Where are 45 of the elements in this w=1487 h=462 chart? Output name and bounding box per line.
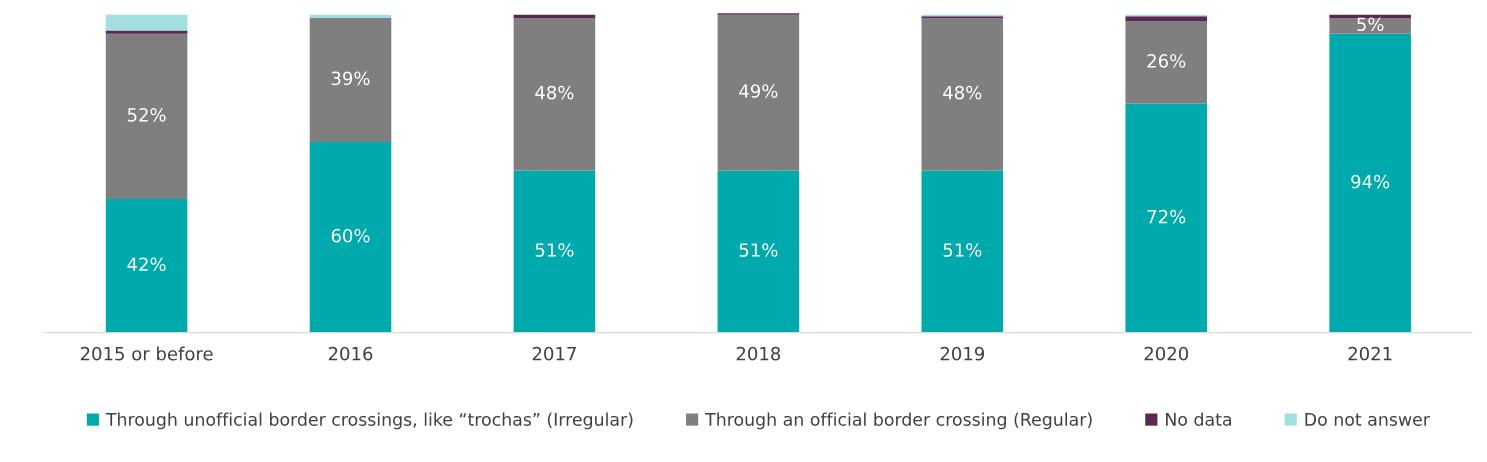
bar (513, 170, 596, 333)
data-label: 51% (739, 243, 778, 257)
bar (1329, 33, 1411, 333)
bar (1125, 16, 1208, 22)
bar (1329, 17, 1411, 34)
data-label: 49% (739, 84, 778, 98)
bar (309, 141, 392, 333)
x-tick-label: 2018 (736, 346, 781, 361)
data-label: 48% (943, 85, 982, 100)
data-label: 39% (331, 71, 370, 86)
x-tick-label: 2016 (328, 346, 373, 361)
bar (921, 17, 1004, 171)
data-label: 94% (1351, 174, 1390, 189)
bar (1125, 21, 1208, 104)
x-tick-label: 2020 (1144, 346, 1189, 361)
data-label: 60% (331, 228, 370, 243)
data-label: 5% (1357, 17, 1384, 32)
x-tick-label: 2015 or before (80, 346, 213, 361)
x-tick-label: 2017 (532, 346, 576, 361)
bar (309, 17, 392, 142)
bar (105, 199, 188, 333)
bar (513, 14, 596, 18)
legend-label: Through unofficial border crossings, like “trochas” (Irregular) (105, 412, 633, 430)
bar (105, 14, 188, 31)
data-label: 42% (127, 257, 166, 272)
bar (105, 30, 188, 34)
bar (105, 33, 188, 200)
data-label: 51% (535, 243, 574, 257)
data-label: 48% (535, 85, 574, 100)
bar (717, 170, 800, 333)
bar (1125, 103, 1208, 333)
legend-label: No data (1166, 412, 1232, 426)
data-label: 51% (943, 243, 982, 257)
legend-label: Through an official border crossing (Regular) (705, 412, 1092, 430)
data-label: 26% (1147, 54, 1186, 68)
bar (717, 14, 800, 171)
legend-label: Do not answer (1305, 413, 1430, 426)
data-label: 72% (1147, 209, 1186, 224)
data-label: 52% (127, 108, 166, 122)
bar (921, 170, 1004, 333)
bar (513, 17, 596, 171)
x-tick-label: 2021 (1348, 346, 1392, 361)
bar (309, 14, 392, 18)
x-tick-label: 2019 (940, 346, 985, 361)
bar (1329, 14, 1411, 18)
